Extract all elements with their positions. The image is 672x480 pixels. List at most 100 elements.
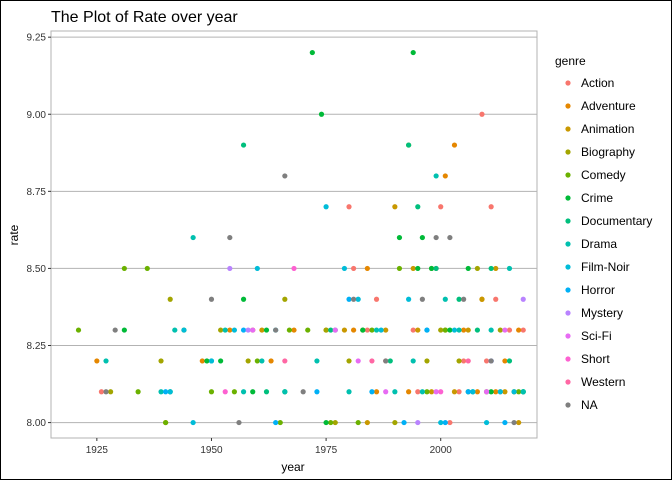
- point-film-noir: [208, 358, 215, 364]
- legend-items: Action Adventure Animation Biography Comedy C…: [565, 76, 652, 412]
- point-drama: [433, 173, 439, 179]
- legend-label-biography: Biography: [581, 145, 635, 159]
- point-animation: [364, 419, 370, 426]
- point-na: [282, 173, 288, 179]
- point-biography: [323, 327, 329, 333]
- point-drama: [373, 327, 380, 333]
- legend-key-comedy: [565, 172, 571, 178]
- point-animation: [493, 265, 499, 272]
- point-biography: [438, 327, 444, 333]
- point-action: [506, 327, 513, 333]
- legend-label-drama: Drama: [581, 237, 617, 251]
- point-na: [461, 296, 467, 302]
- point-mystery: [520, 296, 526, 302]
- y-tick-label: 8.00: [27, 418, 47, 429]
- point-horror: [442, 419, 448, 426]
- point-drama: [520, 389, 526, 395]
- point-film-noir: [231, 327, 237, 333]
- legend-label-adventure: Adventure: [581, 99, 636, 113]
- point-action: [483, 358, 490, 364]
- point-film-noir: [355, 296, 361, 302]
- point-adventure: [351, 327, 357, 333]
- point-adventure: [406, 389, 412, 395]
- point-comedy: [305, 327, 311, 333]
- point-biography: [497, 327, 503, 333]
- point-biography: [108, 389, 114, 395]
- point-biography: [245, 358, 251, 364]
- point-animation: [415, 327, 421, 333]
- y-axis-title: rate: [7, 224, 21, 245]
- point-comedy: [328, 419, 334, 426]
- legend-label-na: NA: [581, 398, 598, 412]
- legend-key-adventure: [565, 103, 571, 109]
- point-crime: [419, 234, 425, 241]
- point-drama: [314, 358, 320, 364]
- point-drama: [346, 389, 352, 395]
- y-tick-label: 9.25: [27, 33, 47, 44]
- point-comedy: [369, 327, 375, 333]
- point-film-noir: [254, 265, 260, 272]
- point-horror: [240, 327, 247, 333]
- point-film-noir: [378, 327, 384, 333]
- point-action: [461, 358, 467, 364]
- point-mystery: [415, 419, 421, 426]
- point-crime: [250, 389, 256, 395]
- point-na: [300, 389, 306, 395]
- point-crime: [309, 49, 315, 56]
- point-biography: [167, 296, 173, 302]
- point-adventure: [474, 389, 480, 395]
- point-short: [438, 389, 444, 395]
- point-mystery: [245, 327, 251, 333]
- point-horror: [465, 389, 471, 395]
- point-na: [351, 296, 357, 302]
- point-sci-fi: [332, 327, 338, 333]
- point-na: [103, 389, 109, 395]
- point-western: [369, 358, 375, 364]
- point-action: [493, 296, 499, 302]
- point-crime: [415, 265, 421, 272]
- legend-key-biography: [565, 149, 571, 155]
- point-drama: [282, 389, 288, 395]
- x-tick-label: 1950: [200, 445, 223, 456]
- point-na: [433, 234, 439, 241]
- point-horror: [401, 419, 407, 426]
- point-adventure: [364, 265, 370, 272]
- point-crime: [360, 327, 366, 333]
- point-sci-fi: [383, 389, 389, 395]
- legend-label-sci-fi: Sci-Fi: [581, 329, 612, 343]
- point-animation: [502, 389, 508, 395]
- point-comedy: [277, 419, 283, 426]
- point-documentary: [387, 358, 393, 364]
- point-drama: [158, 389, 164, 395]
- point-crime: [428, 265, 435, 272]
- legend-key-na: [565, 402, 571, 408]
- legend-key-mystery: [565, 310, 571, 316]
- point-horror: [346, 296, 352, 302]
- legend-key-sci-fi: [565, 333, 571, 339]
- point-drama: [222, 327, 228, 333]
- point-documentary: [406, 142, 412, 148]
- legend-label-short: Short: [581, 352, 610, 366]
- chart-title: The Plot of Rate over year: [51, 9, 238, 26]
- point-adventure: [291, 327, 297, 333]
- legend-label-crime: Crime: [581, 191, 613, 205]
- point-adventure: [199, 358, 205, 364]
- point-adventure: [268, 358, 274, 364]
- x-axis-title: year: [281, 460, 304, 474]
- point-action: [415, 389, 421, 395]
- point-biography: [282, 296, 288, 302]
- point-biography: [474, 265, 480, 272]
- x-axis-ticks: 1925 1950 1975 2000: [86, 438, 452, 456]
- legend-label-animation: Animation: [581, 122, 634, 136]
- legend-key-western: [565, 379, 571, 385]
- point-animation: [392, 204, 398, 210]
- point-animation: [516, 419, 522, 426]
- point-adventure: [493, 389, 499, 395]
- legend-label-mystery: Mystery: [581, 306, 623, 320]
- legend-key-documentary: [565, 218, 571, 224]
- point-sci-fi: [502, 327, 508, 333]
- legend-label-comedy: Comedy: [581, 168, 626, 182]
- point-action: [438, 204, 444, 210]
- point-sci-fi: [250, 327, 256, 333]
- point-biography: [456, 358, 462, 364]
